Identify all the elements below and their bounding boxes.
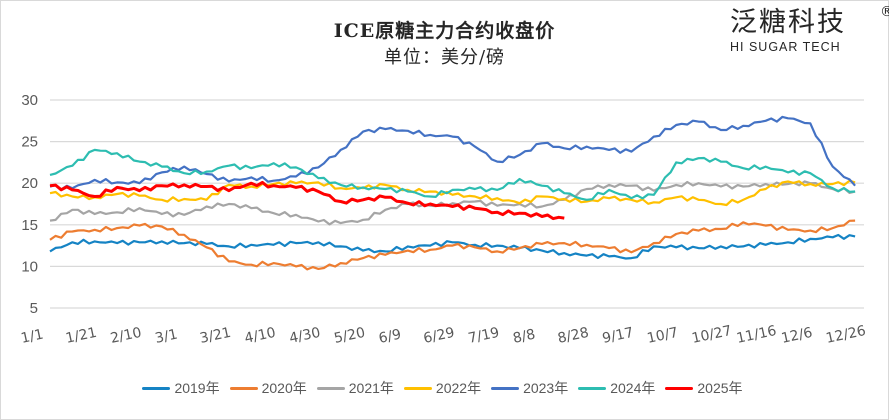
y-tick-label: 10 <box>21 258 38 275</box>
legend-item-2019: 2019年 <box>142 378 220 398</box>
legend-item-2024: 2024年 <box>578 378 655 398</box>
y-tick-label: 30 <box>21 92 38 109</box>
logo-en-text: HI SUGAR TECH <box>730 40 841 54</box>
legend-swatch <box>142 386 171 390</box>
x-tick-label: 5/20 <box>333 325 367 347</box>
y-tick-label: 25 <box>21 134 38 151</box>
legend-swatch <box>578 386 607 390</box>
legend-label: 2019年 <box>174 380 220 396</box>
legend-swatch <box>316 386 345 390</box>
legend-item-2020: 2020年 <box>229 378 307 398</box>
x-tick-label: 12/26 <box>825 323 868 347</box>
series-line-2025 <box>49 180 565 221</box>
legend-item-2022: 2022年 <box>403 378 482 398</box>
x-tick-label: 1/21 <box>64 325 98 347</box>
series-line-2024 <box>49 148 856 201</box>
series-line-2021 <box>49 180 856 226</box>
gridlines <box>50 99 864 309</box>
x-tick-label: 4/10 <box>243 325 277 347</box>
legend-label: 2021年 <box>348 380 394 396</box>
series-line-2023 <box>49 115 856 191</box>
series-line-2019 <box>49 233 856 260</box>
y-tick-label: 20 <box>21 175 38 192</box>
legend-label: 2020年 <box>261 380 307 396</box>
y-tick-label: 15 <box>21 217 38 234</box>
x-tick-label: 8/8 <box>511 327 536 347</box>
series-line-2022 <box>49 179 856 207</box>
x-tick-label: 6/29 <box>422 325 456 347</box>
x-tick-label: 6/9 <box>377 327 402 347</box>
series-lines <box>49 115 856 271</box>
legend-item-2025: 2025年 <box>665 378 743 398</box>
logo-cn-text: 泛糖科技 <box>730 7 846 38</box>
x-tick-label: 10/27 <box>690 323 733 347</box>
legend-label: 2022年 <box>435 380 482 396</box>
series-line-2020 <box>49 219 856 271</box>
x-axis-ticks: 1/1 1/21 2/10 3/1 3/21 4/10 4/30 5/20 6/9 6/29 7/1… <box>20 323 868 347</box>
legend-item-2023: 2023年 <box>491 378 568 398</box>
x-tick-label: 4/30 <box>288 325 322 347</box>
legend-label: 2025年 <box>697 380 743 396</box>
chart-title: ICE原糖主力合约收盘价 <box>333 20 556 42</box>
brand-logo: 泛糖科技 HI SUGAR TECH ® <box>730 4 889 54</box>
legend-swatch <box>665 386 694 390</box>
chart-subtitle: 单位：美分/磅 <box>383 47 506 68</box>
chart-legend: 2019年 2020年 2021年 2022年 2023年 2024年 2025年 <box>0 378 889 398</box>
x-tick-label: 3/1 <box>154 327 179 347</box>
x-tick-label: 3/21 <box>198 325 232 347</box>
x-tick-label: 7/19 <box>467 325 501 347</box>
x-tick-label: 10/7 <box>646 325 680 347</box>
legend-swatch <box>491 386 520 390</box>
legend-label: 2024年 <box>610 380 656 396</box>
y-tick-label: 5 <box>30 300 38 317</box>
x-tick-label: 9/17 <box>601 325 635 347</box>
x-tick-label: 12/6 <box>780 325 814 347</box>
x-tick-label: 8/28 <box>556 325 590 347</box>
legend-label: 2023年 <box>523 380 569 396</box>
registered-mark-icon: ® <box>880 4 889 20</box>
legend-swatch <box>229 386 258 390</box>
x-tick-label: 2/10 <box>109 325 143 347</box>
y-axis-ticks: 30 25 20 15 10 5 <box>21 92 38 317</box>
legend-swatch <box>403 386 432 390</box>
legend-item-2021: 2021年 <box>316 378 394 398</box>
x-tick-label: 1/1 <box>20 327 45 347</box>
x-tick-label: 11/16 <box>735 323 778 347</box>
